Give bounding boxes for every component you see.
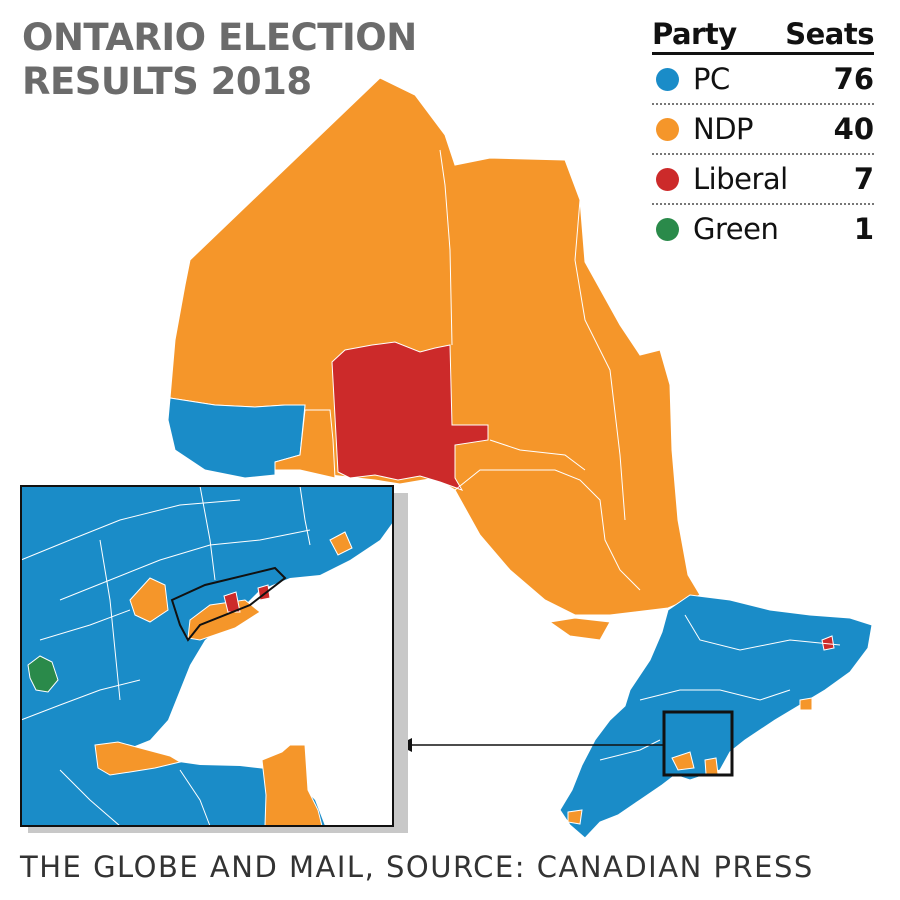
legend-row-liberal: Liberal 7 bbox=[652, 155, 874, 205]
green-swatch-icon bbox=[656, 217, 679, 241]
inset-guelph-green bbox=[27, 655, 59, 693]
inset-lake-ontario bbox=[130, 522, 393, 826]
legend-party-name: Liberal bbox=[693, 162, 788, 196]
ndp-swatch-icon bbox=[656, 117, 679, 141]
legend-party-name: PC bbox=[693, 62, 730, 96]
region-superior-shore-ndp bbox=[548, 617, 611, 641]
region-windsor-ndp bbox=[567, 809, 583, 825]
riding-boundaries bbox=[439, 149, 841, 761]
legend-party-seats: 40 bbox=[833, 112, 874, 146]
map-title: ONTARIO ELECTION RESULTS 2018 bbox=[22, 16, 417, 104]
toronto-locator-box bbox=[662, 710, 734, 777]
legend-header: Party Seats bbox=[652, 12, 874, 55]
region-south-pc bbox=[559, 594, 873, 839]
title-line-2: RESULTS 2018 bbox=[22, 60, 312, 103]
legend-row-green: Green 1 bbox=[652, 205, 874, 253]
legend-party-seats: 7 bbox=[853, 162, 874, 196]
inset-hamilton-ndp bbox=[94, 741, 182, 776]
source-credit: THE GLOBE AND MAIL, SOURCE: CANADIAN PRE… bbox=[20, 850, 814, 884]
region-thunder-bay-ndp bbox=[274, 409, 336, 479]
legend-party-name: Green bbox=[693, 212, 779, 246]
inset-oshawa-ndp bbox=[329, 531, 353, 556]
legend-party-name: NDP bbox=[693, 112, 754, 146]
legend-seats-header: Seats bbox=[785, 17, 874, 51]
pc-swatch-icon bbox=[656, 67, 679, 91]
title-line-1: ONTARIO ELECTION bbox=[22, 16, 417, 59]
inset-brampton-ndp bbox=[129, 577, 169, 623]
legend-row-ndp: NDP 40 bbox=[652, 105, 874, 155]
legend-party-seats: 1 bbox=[853, 212, 874, 246]
inset-niagara-ndp bbox=[261, 744, 323, 827]
inset-border bbox=[20, 485, 394, 827]
liberal-swatch-icon bbox=[656, 167, 679, 191]
region-north-liberal bbox=[331, 341, 489, 491]
inset-riding-boundaries bbox=[20, 485, 311, 827]
legend-party-header: Party bbox=[652, 17, 737, 51]
region-kingston-ndp bbox=[799, 697, 813, 711]
inset-toronto-boundary bbox=[170, 566, 287, 642]
region-hamilton-ndp bbox=[671, 751, 695, 771]
region-niagara-ndp bbox=[704, 757, 719, 775]
region-ottawa-liberal bbox=[821, 635, 835, 651]
legend: Party Seats PC 76 NDP 40 Liberal 7 Green… bbox=[652, 12, 874, 253]
legend-party-seats: 76 bbox=[833, 62, 874, 96]
legend-row-pc: PC 76 bbox=[652, 55, 874, 105]
inset-toronto-liberal-a bbox=[223, 591, 241, 613]
